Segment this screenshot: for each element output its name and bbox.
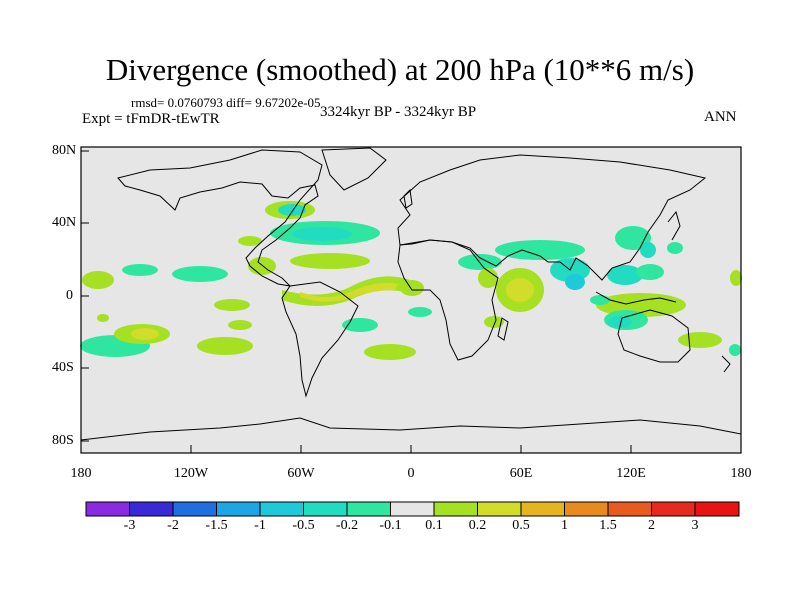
colorbar-box-1 xyxy=(129,501,174,517)
field-pos-20 xyxy=(97,314,109,322)
stats-line: rmsd= 0.0760793 diff= 9.67202e-05 xyxy=(131,95,321,110)
lon-label-180e: 180 xyxy=(730,466,752,481)
colorbar-label: -3 xyxy=(123,518,136,533)
field-neg-18 xyxy=(608,316,632,328)
lon-label-0: 0 xyxy=(407,466,415,481)
coast-greenland xyxy=(321,147,387,191)
coast-south-america xyxy=(281,281,359,398)
colorbar-label: 1 xyxy=(561,518,568,533)
field-neg-1 xyxy=(278,204,306,216)
colorbar-label: 3 xyxy=(691,518,699,533)
colorbar-box-3 xyxy=(216,501,261,517)
lon-label-60e: 60E xyxy=(509,466,533,481)
field-pos-3 xyxy=(290,253,370,269)
period-label: 3324kyr BP - 3324kyr BP xyxy=(320,104,477,120)
field-neg-12 xyxy=(607,265,643,285)
field-neg-15 xyxy=(640,242,656,258)
coastlines xyxy=(80,147,742,441)
coast-australia xyxy=(617,309,691,363)
field-neg-8 xyxy=(458,254,502,270)
colorbar-label: 0.1 xyxy=(425,518,443,533)
lat-label-80s: 80S xyxy=(52,433,74,448)
coast-eurasia xyxy=(397,154,707,281)
season-label: ANN xyxy=(704,109,737,125)
colorbar-label: -1 xyxy=(254,518,266,533)
colorbar-box-14 xyxy=(694,501,740,517)
colorbar-label: -0.5 xyxy=(292,518,315,533)
field-itcz-core xyxy=(300,283,398,302)
coast-madagascar xyxy=(497,317,509,341)
field-neg-6 xyxy=(342,318,378,332)
field-neg-9 xyxy=(495,240,585,260)
field-pos-17 xyxy=(131,328,159,340)
colorbar-box-7 xyxy=(390,501,435,517)
colorbar-label: -0.2 xyxy=(335,518,359,533)
colorbar-box-0 xyxy=(85,501,130,517)
field-pos-15 xyxy=(730,270,742,286)
plot-title: Divergence (smoothed) at 200 hPa (10**6 … xyxy=(105,52,695,87)
lat-label-40n: 40N xyxy=(52,215,77,230)
field-neg-11 xyxy=(565,274,585,290)
colorbar-box-5 xyxy=(303,501,348,517)
coast-new-zealand xyxy=(721,355,731,373)
field-neg-7 xyxy=(408,307,432,317)
field-pos-2 xyxy=(238,236,262,246)
field-neg-20 xyxy=(729,344,741,356)
colorbar-label: -1.5 xyxy=(205,518,228,533)
colorbar-box-13 xyxy=(651,501,696,517)
field-neg-3 xyxy=(292,227,352,241)
field-neg-19 xyxy=(590,295,610,305)
field-pos-12 xyxy=(484,316,504,328)
field-neg-13 xyxy=(636,264,664,280)
lat-label-40s: 40S xyxy=(52,360,74,375)
lat-ticks xyxy=(81,150,89,442)
colorbar-label: 1.5 xyxy=(599,518,617,533)
colorbar-label: 2 xyxy=(648,518,655,533)
field-pos-19 xyxy=(364,344,416,360)
field-neg-5 xyxy=(122,264,158,276)
field-pos-8 xyxy=(400,280,424,296)
lon-label-120w: 120W xyxy=(173,466,209,481)
field-neg-16 xyxy=(667,242,683,254)
colorbar-label: -2 xyxy=(167,518,179,533)
coast-africa xyxy=(397,239,499,361)
field-neg-4 xyxy=(172,266,228,282)
coast-japan xyxy=(667,210,681,241)
colorbar-label: 0.2 xyxy=(468,518,487,533)
lat-label-0: 0 xyxy=(66,288,73,303)
lon-label-180w: 180 xyxy=(70,466,92,481)
field-pos-6 xyxy=(214,299,250,311)
experiment-label: Expt = tFmDR-tEwTR xyxy=(82,111,220,127)
field-pos-14 xyxy=(678,332,722,348)
colorbar xyxy=(85,501,740,517)
colorbar-box-6 xyxy=(346,501,391,517)
lon-label-120e: 120E xyxy=(616,466,646,481)
field-pos-5 xyxy=(82,271,114,289)
lon-label-60w: 60W xyxy=(287,466,315,481)
colorbar-box-9 xyxy=(477,501,522,517)
lon-ticks xyxy=(80,445,742,453)
coast-indonesia xyxy=(595,291,677,305)
field-pos-10 xyxy=(506,278,534,302)
colorbar-box-12 xyxy=(607,501,652,517)
colorbar-label: 0.5 xyxy=(512,518,530,533)
field-pos-18 xyxy=(197,337,253,355)
coast-antarctica xyxy=(80,417,742,441)
colorbar-box-8 xyxy=(433,501,478,517)
colorbar-box-10 xyxy=(520,501,565,517)
colorbar-box-11 xyxy=(564,501,609,517)
colorbar-box-4 xyxy=(259,501,304,517)
colorbar-box-2 xyxy=(172,501,217,517)
colorbar-label: -0.1 xyxy=(379,518,402,533)
lat-label-80n: 80N xyxy=(52,143,77,158)
field-pos-7 xyxy=(228,320,252,330)
coast-north-america xyxy=(117,149,323,287)
coast-britain xyxy=(403,188,413,209)
field-pos-11 xyxy=(478,268,498,288)
divergence-field xyxy=(80,201,742,360)
